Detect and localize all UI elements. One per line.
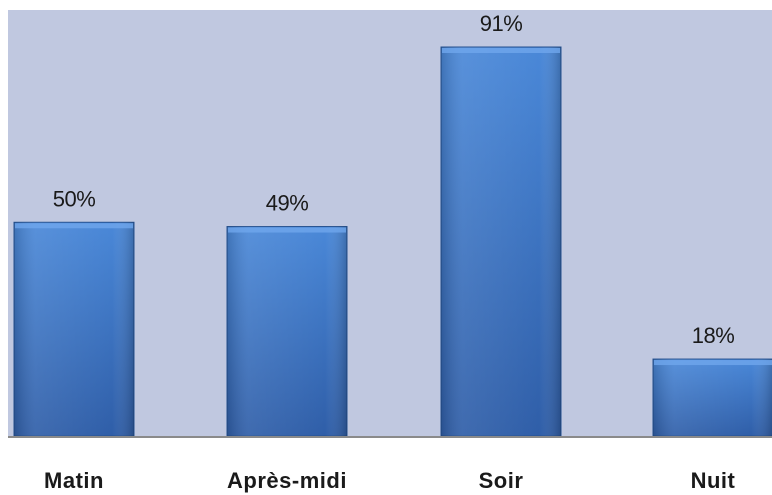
data-label: 50% <box>53 186 96 211</box>
bar-top-highlight <box>15 223 133 229</box>
category-label: Après-midi <box>227 468 347 493</box>
bar-apr-s-midi <box>226 226 348 437</box>
data-label: 91% <box>480 11 523 36</box>
category-label: Nuit <box>691 468 736 493</box>
category-label: Matin <box>44 468 104 493</box>
data-label: 18% <box>692 323 735 348</box>
bar-shading <box>441 47 561 436</box>
bar-top-highlight <box>442 48 560 53</box>
bar-shading <box>227 226 347 436</box>
bar-matin <box>13 221 135 437</box>
bar-shading <box>14 222 134 436</box>
bar-shading <box>653 359 772 436</box>
category-label: Soir <box>479 468 524 493</box>
bar-top-highlight <box>228 227 346 233</box>
data-label: 49% <box>266 191 309 216</box>
bar-top-highlight <box>654 360 772 366</box>
bar-nuit <box>652 358 772 437</box>
plot-area <box>8 10 772 437</box>
bar-soir <box>440 46 562 437</box>
